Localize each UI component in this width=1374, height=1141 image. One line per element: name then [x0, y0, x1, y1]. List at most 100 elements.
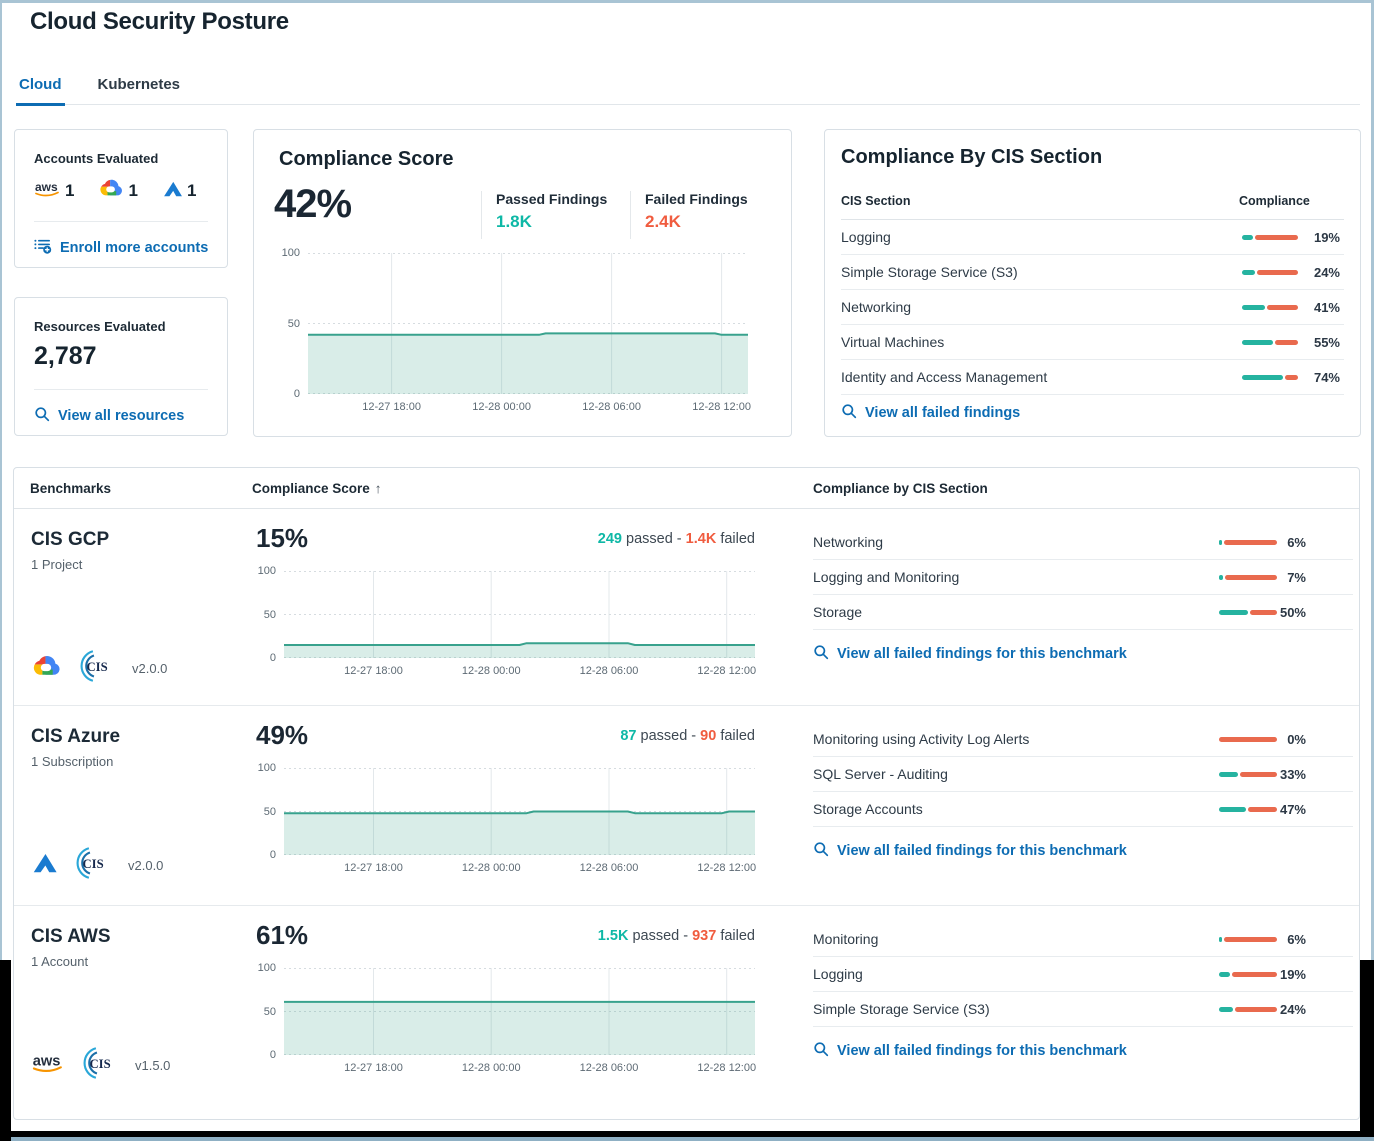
cis-row-percent: 41%	[1313, 300, 1340, 315]
x-axis-tick: 12-28 00:00	[461, 1062, 521, 1074]
tab-kubernetes[interactable]: Kubernetes	[97, 76, 181, 93]
failed-findings-value: 2.4K	[645, 212, 681, 231]
cis-section-column-header: CIS Section	[841, 194, 911, 208]
svg-text:aws: aws	[35, 180, 58, 194]
enroll-more-accounts-link[interactable]: Enroll more accounts	[34, 238, 208, 258]
compliance-bar	[1219, 575, 1277, 580]
view-failed-findings-benchmark-link[interactable]: View all failed findings for this benchm…	[813, 841, 1127, 861]
compliance-score-title: Compliance Score	[279, 148, 454, 170]
compliance-bar	[1242, 235, 1298, 240]
view-failed-findings-benchmark-link[interactable]: View all failed findings for this benchm…	[813, 1041, 1127, 1061]
compliance-bar	[1242, 375, 1298, 380]
y-axis-tick: 50	[263, 805, 276, 818]
benchmarks-table: Benchmarks Compliance Score ↑ Compliance …	[13, 467, 1360, 1120]
y-axis-tick: 100	[257, 962, 276, 974]
cis-badge-icon: CIS	[72, 844, 110, 887]
resources-evaluated-card: Resources Evaluated 2,787 View all resou…	[14, 297, 228, 436]
cis-row-label: Logging	[841, 229, 891, 245]
y-axis-tick: 0	[269, 849, 276, 861]
compliance-score-column-header[interactable]: Compliance Score ↑	[252, 481, 382, 496]
svg-text:CIS: CIS	[90, 1057, 111, 1071]
section-label: SQL Server - Auditing	[813, 766, 948, 782]
x-axis-tick: 12-28 12:00	[697, 665, 757, 677]
x-axis-tick: 12-28 06:00	[582, 401, 641, 413]
y-axis-tick: 100	[257, 565, 276, 577]
passed-count: 249	[597, 531, 622, 547]
compliance-by-cis-section-column-header: Compliance by CIS Section	[813, 481, 988, 496]
divider	[34, 389, 208, 390]
failed-count: 90	[700, 728, 717, 744]
failed-count: 1.4K	[685, 531, 717, 547]
cis-row-label: Simple Storage Service (S3)	[841, 264, 1018, 280]
compliance-bar	[1242, 270, 1298, 275]
search-icon	[841, 403, 857, 423]
table-row: Networking 6%	[813, 525, 1353, 560]
table-row: Logging and Monitoring 7%	[813, 560, 1353, 595]
tab-bar: Cloud Kubernetes	[16, 70, 1360, 106]
benchmark-scope: 1 Subscription	[31, 754, 114, 769]
section-percent: 0%	[1287, 732, 1306, 747]
benchmark-score: 15%	[256, 523, 309, 553]
search-icon	[813, 1041, 829, 1061]
accounts-evaluated-title: Accounts Evaluated	[34, 151, 159, 166]
aws-account-count: aws 1	[34, 180, 74, 203]
benchmark-logos: CIS v2.0.0	[31, 844, 163, 887]
benchmark-name: CIS AWS	[31, 926, 111, 947]
cis-badge-icon: CIS	[76, 647, 114, 690]
benchmark-name: CIS GCP	[31, 529, 110, 550]
passed-findings-value: 1.8K	[496, 212, 532, 231]
failed-findings-link-label: View all failed findings	[865, 405, 1021, 421]
cis-badge-icon: CIS	[79, 1044, 117, 1087]
section-label: Storage	[813, 604, 863, 620]
passed-findings-label: Passed Findings	[496, 191, 608, 207]
section-percent: 19%	[1279, 967, 1306, 982]
section-label: Monitoring	[813, 931, 879, 947]
benchmark-link-label: View all failed findings for this benchm…	[837, 843, 1127, 859]
compliance-score-value: 42%	[274, 182, 352, 226]
benchmark-link-label: View all failed findings for this benchm…	[837, 1043, 1127, 1059]
passed-failed-summary: 1.5K passed - 937 failed	[597, 928, 755, 944]
benchmark-scope: 1 Project	[31, 557, 83, 572]
compliance-bar	[1219, 737, 1277, 742]
section-label: Monitoring using Activity Log Alerts	[813, 731, 1030, 747]
passed-failed-summary: 87 passed - 90 failed	[620, 728, 755, 744]
passed-count: 87	[620, 728, 637, 744]
window-frame-right	[1371, 0, 1374, 960]
window-frame-top	[0, 0, 1374, 3]
benchmark-score: 61%	[256, 920, 309, 950]
view-all-failed-findings-link[interactable]: View all failed findings	[841, 403, 1020, 423]
y-axis-tick: 50	[263, 1005, 276, 1018]
benchmark-link-label: View all failed findings for this benchm…	[837, 646, 1127, 662]
cis-aws-trend-chart: 100 50 0 12-27 18:00 12-28 00:00 12-28 06:00 1…	[258, 962, 756, 1074]
page-title: Cloud Security Posture	[30, 8, 289, 35]
gcp-count: 1	[128, 181, 138, 200]
section-percent: 6%	[1287, 535, 1306, 550]
table-row: SQL Server - Auditing 33%	[813, 757, 1353, 792]
benchmark-logos: aws CIS v1.5.0	[31, 1044, 170, 1087]
x-axis-tick: 12-28 06:00	[579, 862, 639, 874]
table-row: Storage Accounts 47%	[813, 792, 1353, 827]
x-axis-tick: 12-28 12:00	[692, 401, 751, 413]
section-percent: 50%	[1279, 605, 1306, 620]
cis-card-title: Compliance By CIS Section	[841, 146, 1103, 168]
passed-findings-stat: Passed Findings 1.8K	[481, 191, 607, 239]
section-label: Storage Accounts	[813, 801, 923, 817]
x-axis-tick: 12-27 18:00	[344, 665, 403, 677]
cis-row-percent: 55%	[1313, 335, 1340, 350]
accounts-evaluated-card: Accounts Evaluated aws 1 1 1 Enroll more…	[14, 129, 228, 268]
section-percent: 33%	[1279, 767, 1306, 782]
aws-icon: aws	[31, 1052, 65, 1079]
failed-count: 937	[692, 928, 717, 944]
tab-cloud[interactable]: Cloud	[16, 70, 65, 106]
view-all-resources-link[interactable]: View all resources	[34, 406, 184, 426]
search-icon	[813, 644, 829, 664]
benchmark-name: CIS Azure	[31, 726, 121, 747]
table-row: Simple Storage Service (S3) 24%	[841, 255, 1344, 290]
table-row: Logging 19%	[813, 957, 1353, 992]
table-row: Virtual Machines 55%	[841, 325, 1344, 360]
cis-row-label: Virtual Machines	[841, 334, 945, 350]
benchmarks-table-header: Benchmarks Compliance Score ↑ Compliance …	[14, 468, 1359, 509]
section-percent: 24%	[1279, 1002, 1306, 1017]
view-failed-findings-benchmark-link[interactable]: View all failed findings for this benchm…	[813, 644, 1127, 664]
section-label: Simple Storage Service (S3)	[813, 1001, 990, 1017]
